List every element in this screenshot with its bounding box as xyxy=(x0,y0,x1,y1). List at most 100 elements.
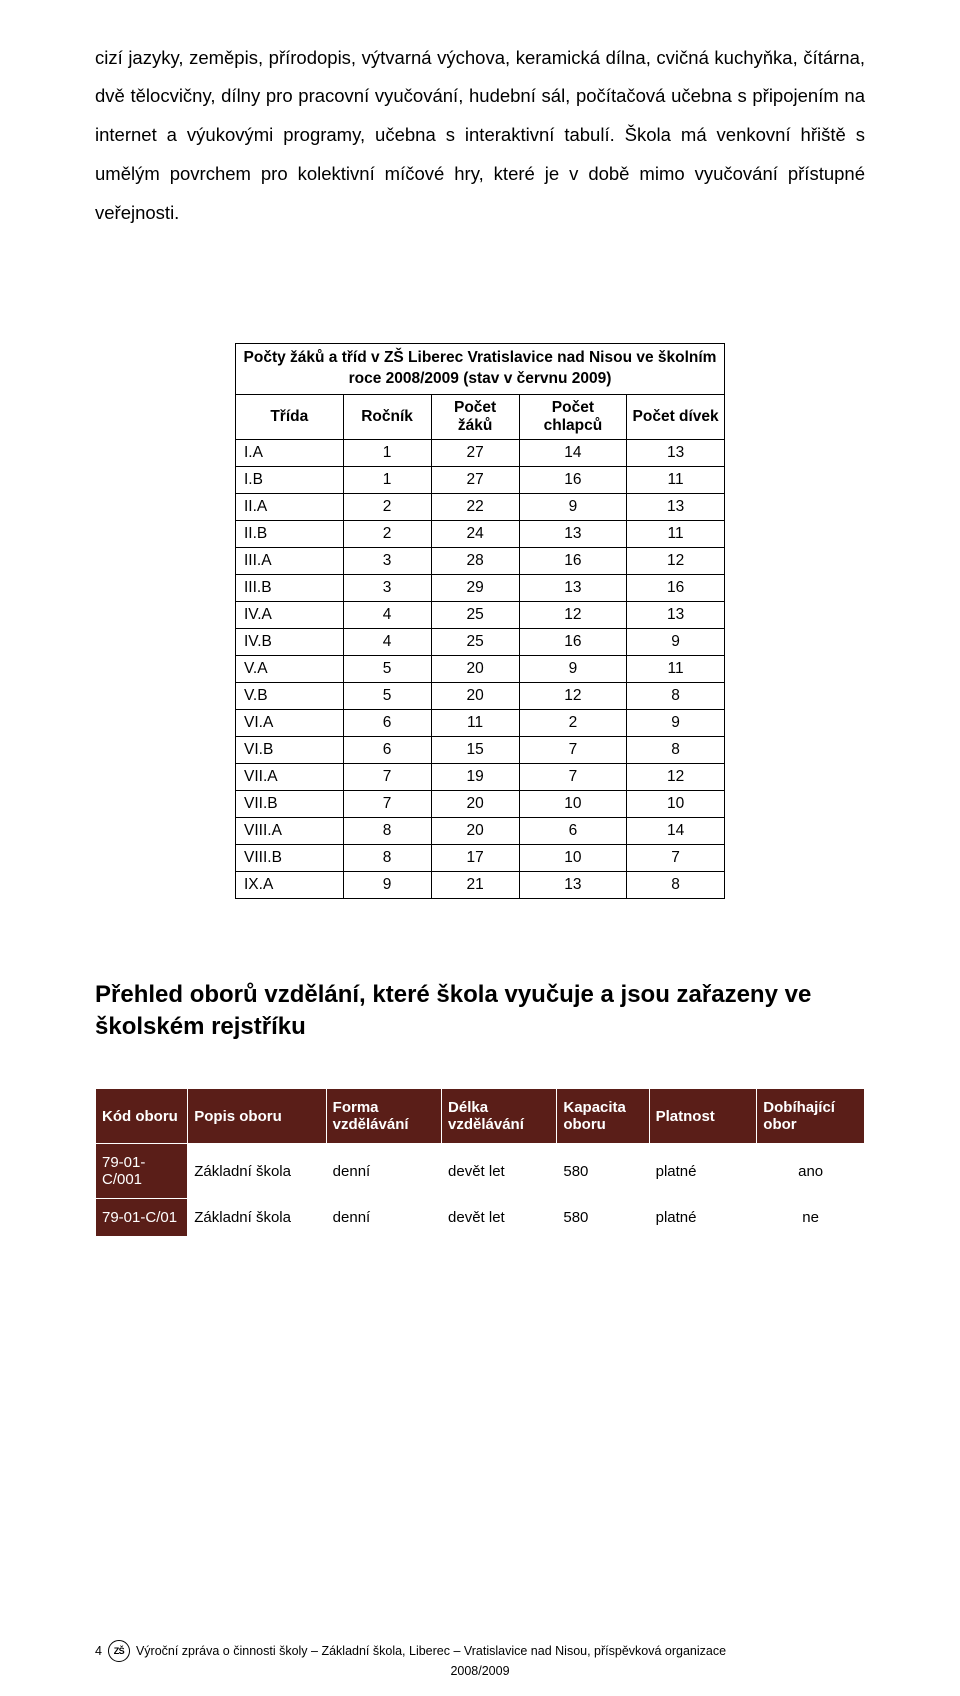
table-cell: devět let xyxy=(442,1144,557,1199)
table1-header: Počet dívek xyxy=(627,394,725,439)
table-cell: 20 xyxy=(431,817,519,844)
table-cell: 6 xyxy=(343,709,431,736)
table-cell: 8 xyxy=(627,682,725,709)
table-row: VI.A61129 xyxy=(236,709,725,736)
table-cell: 22 xyxy=(431,493,519,520)
table-cell: 14 xyxy=(627,817,725,844)
table-cell: 6 xyxy=(343,736,431,763)
table-cell: denní xyxy=(326,1199,441,1237)
table-cell: 580 xyxy=(557,1144,649,1199)
table-cell: 9 xyxy=(519,655,627,682)
table-cell: II.A xyxy=(236,493,344,520)
table-row: 79-01-C/01Základní školadennídevět let58… xyxy=(96,1199,865,1237)
table-row: I.A1271413 xyxy=(236,439,725,466)
table-cell: 29 xyxy=(431,574,519,601)
table-cell: 5 xyxy=(343,655,431,682)
table-cell: 16 xyxy=(519,466,627,493)
table-row: VIII.B817107 xyxy=(236,844,725,871)
table-cell: 8 xyxy=(627,871,725,898)
table-cell: 28 xyxy=(431,547,519,574)
table-cell: 12 xyxy=(519,601,627,628)
table-cell: 7 xyxy=(519,763,627,790)
table-cell: ne xyxy=(757,1199,865,1237)
footer-text-1: Výroční zpráva o činnosti školy – Základ… xyxy=(136,1644,726,1658)
table-cell: 1 xyxy=(343,466,431,493)
section-heading: Přehled oborů vzdělání, které škola vyuč… xyxy=(95,979,865,1044)
class-counts-table-wrap: Počty žáků a tříd v ZŠ Liberec Vratislav… xyxy=(235,343,725,899)
table-cell: 17 xyxy=(431,844,519,871)
table-cell: 4 xyxy=(343,628,431,655)
table-cell: 13 xyxy=(519,520,627,547)
table-cell: 10 xyxy=(627,790,725,817)
table-cell: VII.A xyxy=(236,763,344,790)
table-cell: platné xyxy=(649,1144,757,1199)
table-cell: ano xyxy=(757,1144,865,1199)
table-cell: 11 xyxy=(627,466,725,493)
table-cell: IV.B xyxy=(236,628,344,655)
table-cell: 79-01-C/01 xyxy=(96,1199,188,1237)
table-cell: 6 xyxy=(519,817,627,844)
table-cell: devět let xyxy=(442,1199,557,1237)
table-cell: III.A xyxy=(236,547,344,574)
class-counts-table: Počty žáků a tříd v ZŠ Liberec Vratislav… xyxy=(235,343,725,899)
table-cell: 13 xyxy=(627,601,725,628)
table-cell: 3 xyxy=(343,547,431,574)
table-cell: V.A xyxy=(236,655,344,682)
table2-header: Forma vzdělávání xyxy=(326,1089,441,1144)
table-cell: 9 xyxy=(627,709,725,736)
table-cell: VIII.B xyxy=(236,844,344,871)
table-row: I.B1271611 xyxy=(236,466,725,493)
table-cell: 7 xyxy=(343,790,431,817)
table-cell: denní xyxy=(326,1144,441,1199)
page-footer: 4 ZŠ Výroční zpráva o činnosti školy – Z… xyxy=(95,1640,865,1678)
table-cell: 20 xyxy=(431,790,519,817)
table-cell: 11 xyxy=(627,655,725,682)
table-cell: IX.A xyxy=(236,871,344,898)
page-number: 4 xyxy=(95,1644,102,1658)
table-cell: 7 xyxy=(519,736,627,763)
table-cell: V.B xyxy=(236,682,344,709)
table-cell: 24 xyxy=(431,520,519,547)
table2-header: Dobíhající obor xyxy=(757,1089,865,1144)
table-cell: 79-01-C/001 xyxy=(96,1144,188,1199)
table-cell: 11 xyxy=(431,709,519,736)
table-cell: 3 xyxy=(343,574,431,601)
table-cell: 9 xyxy=(343,871,431,898)
table-cell: 20 xyxy=(431,682,519,709)
table2-header: Kapacita oboru xyxy=(557,1089,649,1144)
table-cell: IV.A xyxy=(236,601,344,628)
table-cell: 12 xyxy=(627,763,725,790)
table1-caption: Počty žáků a tříd v ZŠ Liberec Vratislav… xyxy=(236,343,725,394)
table2-header: Platnost xyxy=(649,1089,757,1144)
table-cell: 14 xyxy=(519,439,627,466)
table-cell: 12 xyxy=(519,682,627,709)
table-cell: Základní škola xyxy=(188,1144,326,1199)
table-cell: III.B xyxy=(236,574,344,601)
table-cell: 12 xyxy=(627,547,725,574)
table-row: IX.A921138 xyxy=(236,871,725,898)
table-row: IV.B425169 xyxy=(236,628,725,655)
table-row: V.B520128 xyxy=(236,682,725,709)
table-cell: 19 xyxy=(431,763,519,790)
intro-paragraph: cizí jazyky, zeměpis, přírodopis, výtvar… xyxy=(95,39,865,233)
table-cell: 2 xyxy=(343,493,431,520)
table2-header: Popis oboru xyxy=(188,1089,326,1144)
table-cell: VI.A xyxy=(236,709,344,736)
table-row: III.B3291316 xyxy=(236,574,725,601)
table-cell: 13 xyxy=(627,439,725,466)
fields-table: Kód oboruPopis oboruForma vzděláváníDélk… xyxy=(95,1088,865,1237)
table-cell: 13 xyxy=(627,493,725,520)
table-cell: Základní škola xyxy=(188,1199,326,1237)
table-cell: I.B xyxy=(236,466,344,493)
table-cell: VIII.A xyxy=(236,817,344,844)
table2-header: Délka vzdělávání xyxy=(442,1089,557,1144)
table-row: II.B2241311 xyxy=(236,520,725,547)
table-row: 79-01-C/001Základní školadennídevět let5… xyxy=(96,1144,865,1199)
table-row: VI.B61578 xyxy=(236,736,725,763)
table-cell: 8 xyxy=(627,736,725,763)
table-cell: 27 xyxy=(431,439,519,466)
table-row: VIII.A820614 xyxy=(236,817,725,844)
table-cell: 15 xyxy=(431,736,519,763)
table-row: VII.A719712 xyxy=(236,763,725,790)
table-row: IV.A4251213 xyxy=(236,601,725,628)
